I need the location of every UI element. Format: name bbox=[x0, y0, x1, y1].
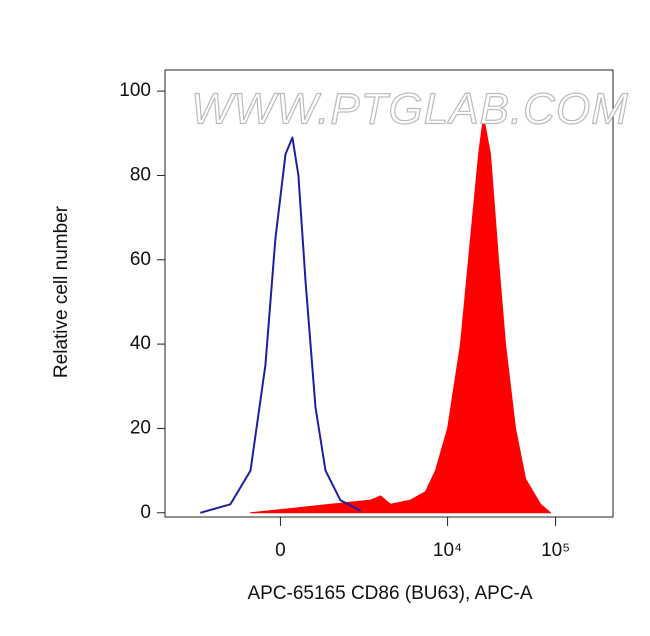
x-tick-label: 10⁴ bbox=[433, 540, 462, 561]
y-tick-label: 100 bbox=[119, 80, 151, 101]
x-tick-label: 0 bbox=[275, 540, 286, 561]
x-axis-label: APC-65165 CD86 (BU63), APC-A bbox=[247, 583, 532, 604]
y-axis-label: Relative cell number bbox=[51, 205, 72, 378]
plot-frame bbox=[164, 69, 614, 518]
x-tick-label: 10⁵ bbox=[541, 540, 570, 561]
y-tick-label: 80 bbox=[130, 164, 151, 185]
histogram-line bbox=[200, 136, 362, 514]
histogram-area bbox=[250, 116, 551, 514]
y-tick-label: 0 bbox=[140, 502, 151, 523]
y-tick-label: 40 bbox=[130, 333, 151, 354]
y-tick-label: 20 bbox=[130, 417, 151, 438]
y-tick-label: 60 bbox=[130, 249, 151, 270]
watermark: WWW.PTGLAB.COM bbox=[191, 85, 629, 134]
